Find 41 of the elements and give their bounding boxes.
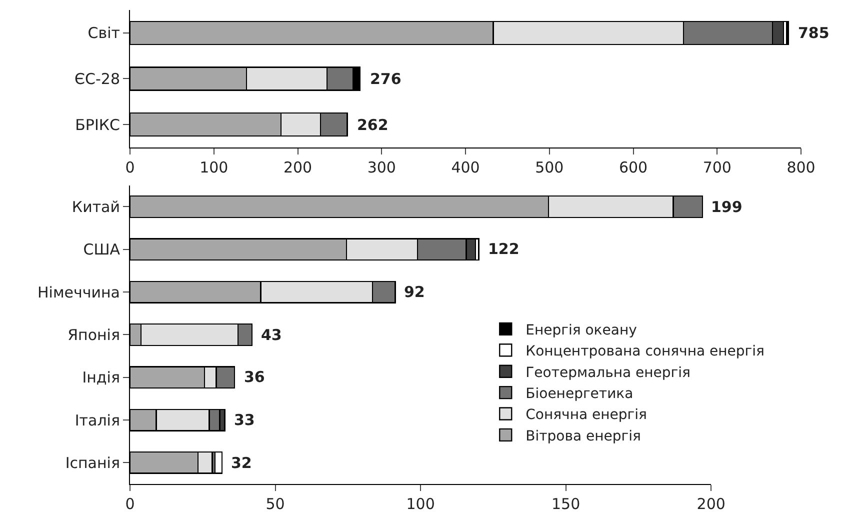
total-label: 33 (234, 411, 255, 429)
x-tick-label: 400 (451, 158, 480, 176)
x-tick-label: 100 (406, 495, 435, 513)
x-tick-label: 700 (702, 158, 732, 176)
total-label: 92 (404, 283, 425, 301)
total-label: 43 (261, 326, 282, 344)
x-tick-label: 0 (125, 495, 135, 513)
x-tick-label: 800 (786, 158, 816, 176)
y-tick-label: Німеччина (38, 283, 120, 302)
total-label: 276 (370, 70, 402, 88)
y-tick-label: ЄС-28 (74, 70, 120, 88)
y-tick-label: США (83, 240, 121, 259)
y-tick-label: Світ (88, 24, 120, 42)
legend-label: Біоенергетика (526, 386, 634, 402)
x-tick-label: 300 (367, 158, 396, 176)
y-tick-label: БРІКС (75, 116, 120, 134)
total-label: 199 (711, 198, 742, 216)
legend-label: Концентрована сонячна енергія (526, 344, 764, 360)
legend-label: Вітрова енергія (526, 428, 641, 444)
x-tick-label: 500 (535, 158, 564, 176)
y-tick-label: Японія (68, 326, 120, 344)
total-label: 32 (231, 454, 252, 472)
legend-label: Енергія океану (526, 322, 637, 338)
total-label: 785 (798, 24, 830, 42)
y-tick-label: Італія (74, 411, 120, 430)
y-tick-label: Китай (72, 198, 120, 216)
x-tick-label: 0 (125, 158, 135, 176)
x-tick-label: 200 (283, 158, 312, 176)
bar (214, 451, 223, 474)
y-tick-label: Іспанія (65, 454, 120, 472)
y-tick-label: Індія (82, 368, 120, 387)
legend-label: Геотермальна енергія (526, 364, 690, 381)
x-tick-label: 600 (618, 158, 648, 176)
x-tick-label: 200 (696, 495, 726, 513)
total-label: 262 (357, 116, 388, 134)
total-label: 36 (244, 368, 265, 386)
x-tick-label: 100 (200, 158, 228, 176)
x-tick-label: 150 (551, 495, 580, 513)
legend-label: Сонячна енергія (526, 407, 647, 424)
x-tick-label: 50 (266, 495, 285, 513)
total-label: 122 (488, 240, 520, 258)
